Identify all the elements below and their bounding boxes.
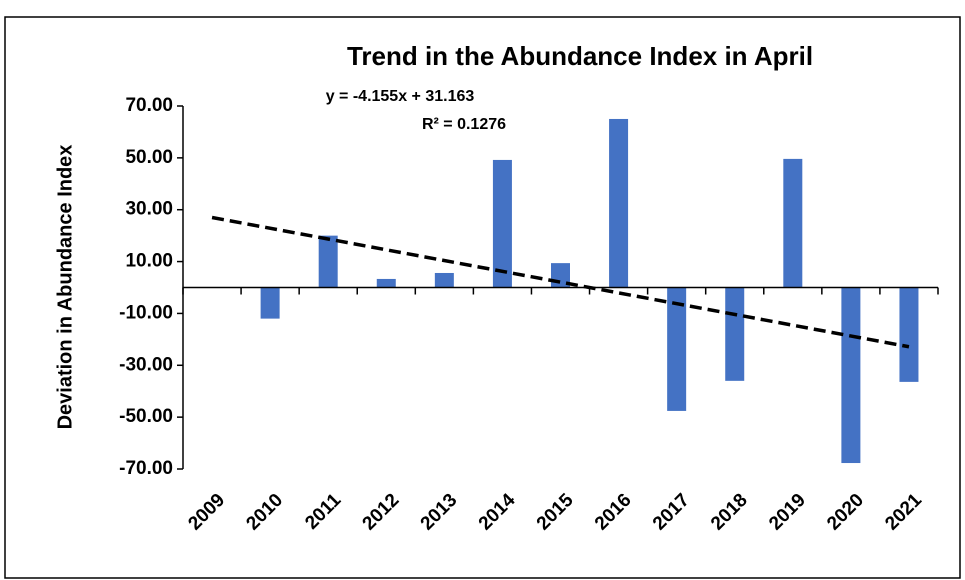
y-tick-label: -50.00 xyxy=(119,406,173,427)
trend-r-squared: R² = 0.1276 xyxy=(422,116,506,133)
bar xyxy=(318,235,338,288)
bar xyxy=(260,287,280,319)
bar xyxy=(434,272,454,288)
y-tick-label: 50.00 xyxy=(125,147,173,168)
y-tick-label: -30.00 xyxy=(119,354,173,375)
chart-title: Trend in the Abundance Index in April xyxy=(347,41,813,71)
bar xyxy=(492,159,512,288)
bar xyxy=(783,158,803,288)
y-axis-label: Deviation in Abundance Index xyxy=(54,145,76,430)
bar xyxy=(376,278,396,288)
y-tick-label: 70.00 xyxy=(125,95,173,116)
y-tick-label: 30.00 xyxy=(125,199,173,220)
trend-equation: y = -4.155x + 31.163 xyxy=(326,88,475,105)
bar xyxy=(841,287,861,464)
y-tick-label: -70.00 xyxy=(119,458,173,479)
chart-border xyxy=(4,16,961,579)
bar xyxy=(609,118,629,288)
trend-line xyxy=(211,215,910,349)
bar xyxy=(899,287,919,382)
y-tick-label: 10.00 xyxy=(125,251,173,272)
bar xyxy=(725,287,745,381)
bar xyxy=(667,287,687,411)
y-tick-label: -10.00 xyxy=(119,302,173,323)
